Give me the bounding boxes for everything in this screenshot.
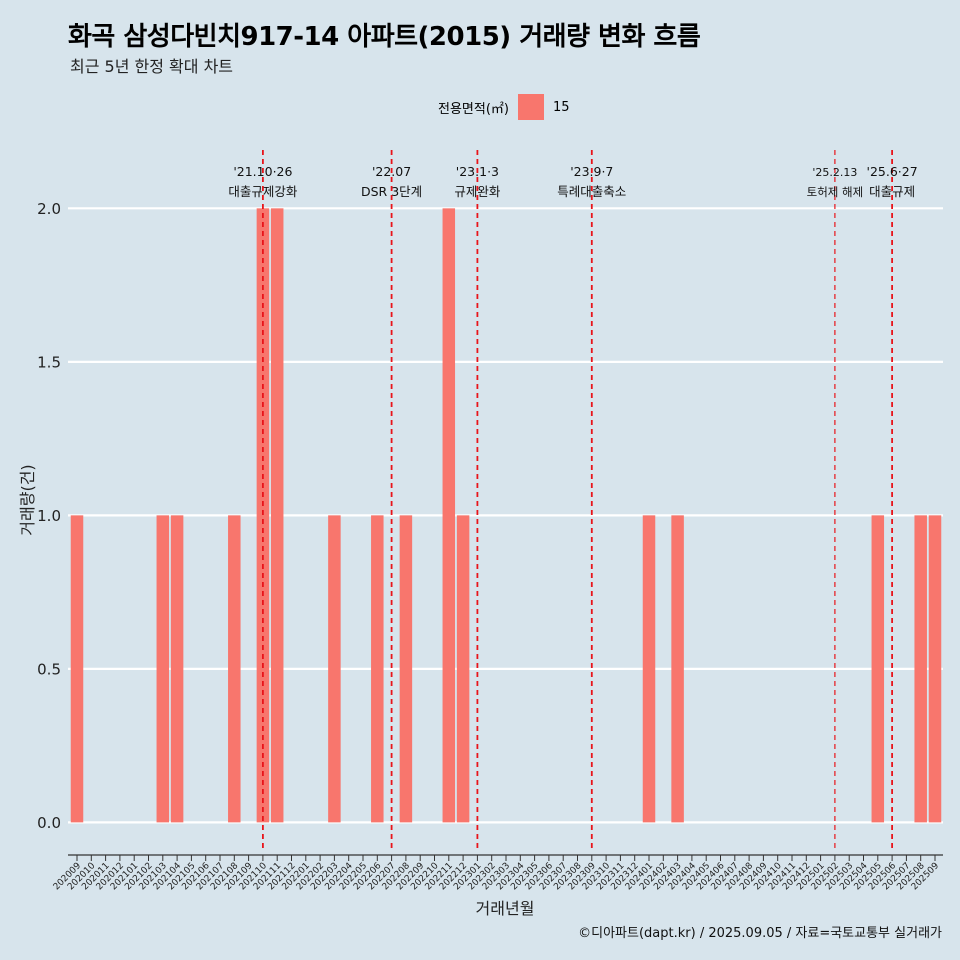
- event-label: 토허제 해제: [807, 185, 864, 199]
- y-tick-label: 0.0: [37, 814, 61, 832]
- legend-entry: 15: [552, 99, 570, 115]
- event-date: '22.07: [372, 164, 411, 179]
- event-date: '23.9·7: [570, 164, 613, 179]
- event-label: 특례대출축소: [557, 184, 626, 199]
- bar: [442, 208, 456, 823]
- y-tick-label: 0.5: [37, 660, 61, 678]
- y-tick-label: 2.0: [37, 200, 61, 218]
- chart-title: 화곡 삼성다빈치917-14 아파트(2015) 거래량 변화 흐름: [68, 22, 701, 52]
- event-label: DSR 3단계: [361, 184, 422, 199]
- bar: [399, 515, 413, 823]
- event-date: '23.1·3: [456, 164, 499, 179]
- bar: [70, 515, 84, 823]
- legend-title: 전용면적(㎡): [438, 101, 509, 117]
- legend-swatch: [517, 94, 544, 120]
- source-caption: ©디아파트(dapt.kr) / 2025.09.05 / 자료=국토교통부 실…: [578, 926, 942, 941]
- bar: [170, 515, 184, 823]
- y-tick-label: 1.0: [37, 507, 61, 525]
- y-axis-title: 거래량(건): [18, 464, 37, 535]
- bar: [256, 208, 270, 823]
- x-axis-title: 거래년월: [476, 899, 535, 918]
- bar: [914, 515, 927, 823]
- y-tick-label: 1.5: [37, 353, 61, 371]
- bar: [456, 515, 470, 823]
- event-date: '25.2.13: [812, 166, 857, 179]
- bar: [671, 515, 684, 823]
- event-label: 규제완화: [454, 184, 501, 199]
- bar: [270, 208, 284, 823]
- event-label: 대출규제강화: [228, 184, 298, 199]
- bar: [371, 515, 384, 823]
- chart-subtitle: 최근 5년 한정 확대 차트: [70, 57, 234, 76]
- event-date: '25.6·27: [867, 164, 918, 179]
- bar: [928, 515, 942, 823]
- legend: 전용면적(㎡) 15: [438, 93, 570, 121]
- bar: [328, 515, 341, 823]
- event-label: 대출규제: [869, 184, 915, 199]
- event-date: '21.10·26: [233, 164, 292, 179]
- bar: [156, 515, 170, 823]
- bar: [228, 515, 241, 823]
- bar: [642, 515, 656, 823]
- bar: [871, 515, 885, 823]
